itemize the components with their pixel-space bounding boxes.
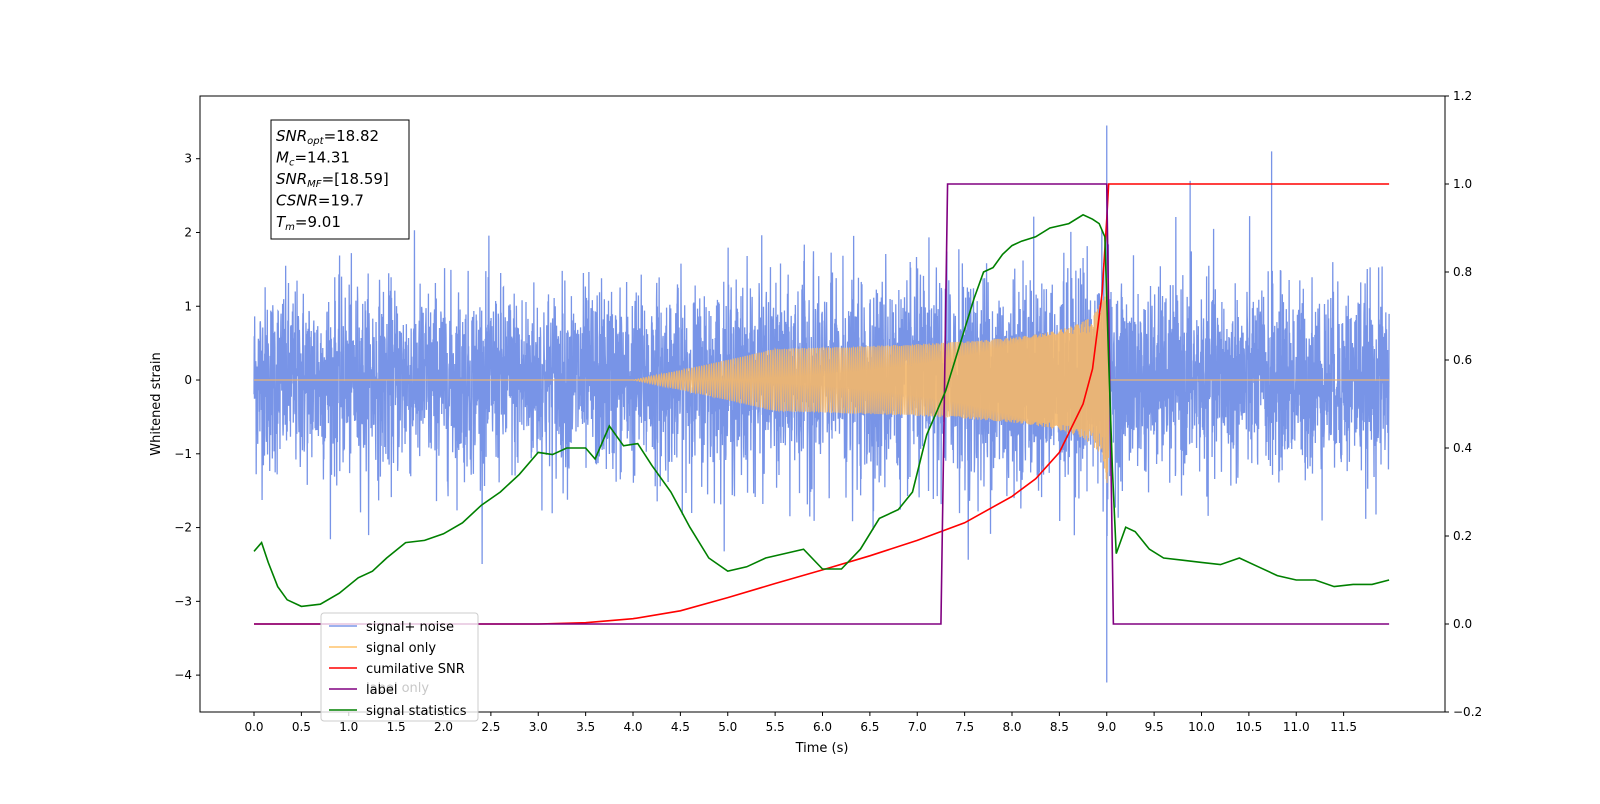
legend: label only signal+ noise signal only cumila… <box>320 612 479 722</box>
x-tick-label: 11.0 <box>1283 720 1310 734</box>
y-axis-label-left: Whitened strain <box>149 352 164 455</box>
y-tick-label-right: 1.2 <box>1453 89 1472 103</box>
x-tick-label: 3.0 <box>529 720 548 734</box>
y-tick-label-left: 1 <box>184 299 192 313</box>
x-tick-label: 6.0 <box>813 720 832 734</box>
x-tick-label: 4.5 <box>671 720 690 734</box>
x-tick-label: 4.0 <box>623 720 642 734</box>
x-tick-label: 1.0 <box>339 720 358 734</box>
legend-ghost-text: label only <box>366 681 429 696</box>
x-tick-label: 9.0 <box>1097 720 1116 734</box>
y-tick-label-left: −3 <box>174 594 192 608</box>
x-tick-label: 2.5 <box>481 720 500 734</box>
legend-entry: signal statistics <box>366 704 467 719</box>
x-tick-label: 7.0 <box>908 720 927 734</box>
x-tick-label: 2.0 <box>434 720 453 734</box>
y-tick-label-left: 0 <box>184 373 192 387</box>
legend-entry: signal+ noise <box>366 620 454 635</box>
y-tick-label-right: 0.4 <box>1453 441 1472 455</box>
x-tick-label: 8.0 <box>1002 720 1021 734</box>
x-tick-label: 1.5 <box>387 720 406 734</box>
x-tick-label: 5.5 <box>766 720 785 734</box>
series-signal-statistics <box>253 213 1390 608</box>
x-tick-label: 3.5 <box>576 720 595 734</box>
x-tick-label: 10.0 <box>1188 720 1215 734</box>
y-tick-label-left: −4 <box>174 668 192 682</box>
x-tick-label: 6.5 <box>860 720 879 734</box>
x-tick-label: 9.5 <box>1145 720 1164 734</box>
x-tick-label: 11.5 <box>1330 720 1357 734</box>
annotation-line: Tm=9.01 <box>276 213 341 233</box>
y-tick-label-left: 3 <box>184 152 192 166</box>
y-tick-label-right: −0.2 <box>1453 705 1482 719</box>
y-tick-label-left: −2 <box>174 521 192 535</box>
annotation-line: SNRMF=[18.59] <box>276 170 389 190</box>
legend-frame <box>320 612 479 722</box>
legend-entry: label <box>366 683 397 698</box>
series-signal-only <box>254 276 1390 483</box>
x-axis-label: Time (s) <box>795 741 849 756</box>
annotation-line: Mc=14.31 <box>276 149 350 169</box>
x-tick-label: 0.0 <box>244 720 263 734</box>
series-label <box>254 183 1390 625</box>
x-tick-label: 8.5 <box>1050 720 1069 734</box>
x-tick-label: 7.5 <box>955 720 974 734</box>
x-tick-label: 0.5 <box>292 720 311 734</box>
legend-entry: signal only <box>366 641 436 656</box>
x-tick-label: 10.5 <box>1236 720 1263 734</box>
legend-entry: cumilative SNR <box>366 662 465 677</box>
y-tick-label-right: 1.0 <box>1453 177 1472 191</box>
y-tick-label-right: 0.6 <box>1453 353 1472 367</box>
y-tick-label-left: 2 <box>184 225 192 239</box>
annotation-frame <box>270 119 410 240</box>
annotation-line: CSNR=19.7 <box>276 192 364 210</box>
y-tick-label-right: 0.2 <box>1453 529 1472 543</box>
x-tick-label: 5.0 <box>718 720 737 734</box>
annotation-line: SNRopt=18.82 <box>276 127 379 147</box>
y-tick-label-left: −1 <box>174 447 192 461</box>
y-tick-label-right: 0.0 <box>1453 617 1472 631</box>
y-tick-label-right: 0.8 <box>1453 265 1472 279</box>
